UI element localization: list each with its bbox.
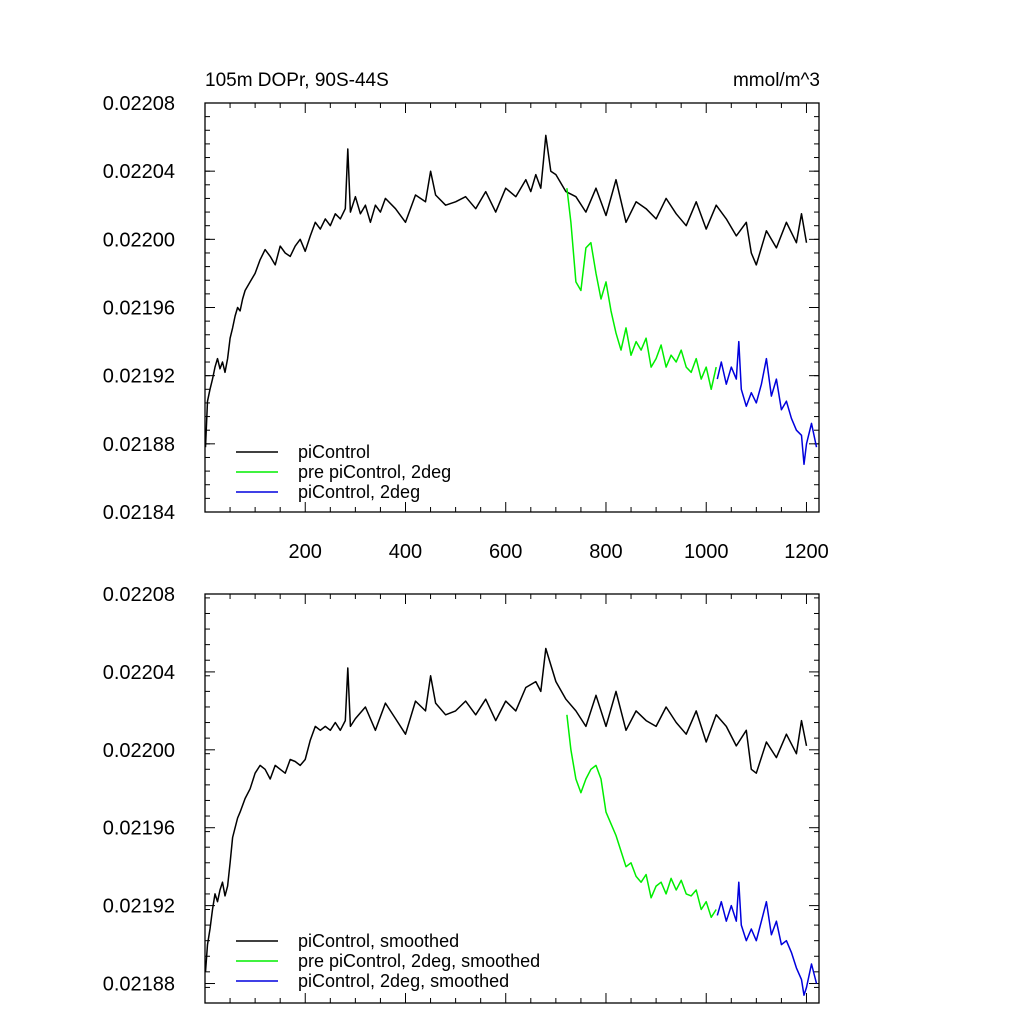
y-tick-label: 0.02188 — [103, 974, 175, 996]
y-tick-label: 0.02204 — [103, 662, 175, 684]
legend-label: pre piControl, 2deg — [298, 462, 451, 482]
y-tick-label: 0.02208 — [103, 93, 175, 115]
top-panel-units: mmol/m^3 — [733, 70, 820, 91]
legend-label: piControl, 2deg — [298, 482, 420, 502]
y-tick-label: 0.02192 — [103, 366, 175, 388]
y-tick-label: 0.02192 — [103, 896, 175, 918]
series-line-picontrol — [204, 134, 808, 448]
y-tick-label: 0.02184 — [103, 502, 175, 524]
x-tick-label: 800 — [589, 541, 622, 563]
y-tick-label: 0.02188 — [103, 434, 175, 456]
x-tick-label: 400 — [389, 541, 422, 563]
series-line-pre-picontrol-2deg — [566, 188, 717, 391]
x-tick-label: 200 — [289, 541, 322, 563]
legend-label: piControl, smoothed — [298, 931, 459, 951]
x-tick-label: 600 — [489, 541, 522, 563]
x-tick-label: 1000 — [684, 541, 729, 563]
y-tick-label: 0.02208 — [103, 584, 175, 606]
top-panel-axes: 0.02184 0.02188 0.02192 0.02196 0.02200 0.022… — [103, 93, 829, 563]
top-panel-series — [204, 134, 818, 466]
y-tick-label: 0.02196 — [103, 298, 175, 320]
legend-label: piControl — [298, 442, 370, 462]
bottom-panel: 0.02188 0.02192 0.02196 0.02200 0.02204 0.022… — [103, 584, 820, 1004]
top-panel-frame — [204, 102, 820, 513]
series-line-picontrol-2deg-smoothed — [716, 881, 818, 996]
bottom-panel-axes: 0.02188 0.02192 0.02196 0.02200 0.02204 0.022… — [103, 584, 819, 1004]
legend-label: piControl, 2deg, smoothed — [298, 971, 509, 991]
bottom-panel-series — [204, 647, 818, 996]
y-tick-label: 0.02200 — [103, 229, 175, 251]
legend-label: pre piControl, 2deg, smoothed — [298, 951, 540, 971]
top-panel: 105m DOPr, 90S-44S mmol/m^3 0.021840.021… — [103, 70, 829, 563]
series-line-picontrol-2deg — [716, 340, 818, 466]
y-tick-label: 0.02196 — [103, 818, 175, 840]
series-line-pre-picontrol-2deg-smoothed — [566, 714, 717, 919]
x-tick-label: 1200 — [784, 541, 829, 563]
y-tick-label: 0.02200 — [103, 740, 175, 762]
series-line-picontrol-smoothed — [204, 647, 808, 972]
bottom-panel-frame — [204, 593, 820, 1004]
top-panel-title: 105m DOPr, 90S-44S — [205, 70, 389, 91]
y-tick-label: 0.02204 — [103, 161, 175, 183]
